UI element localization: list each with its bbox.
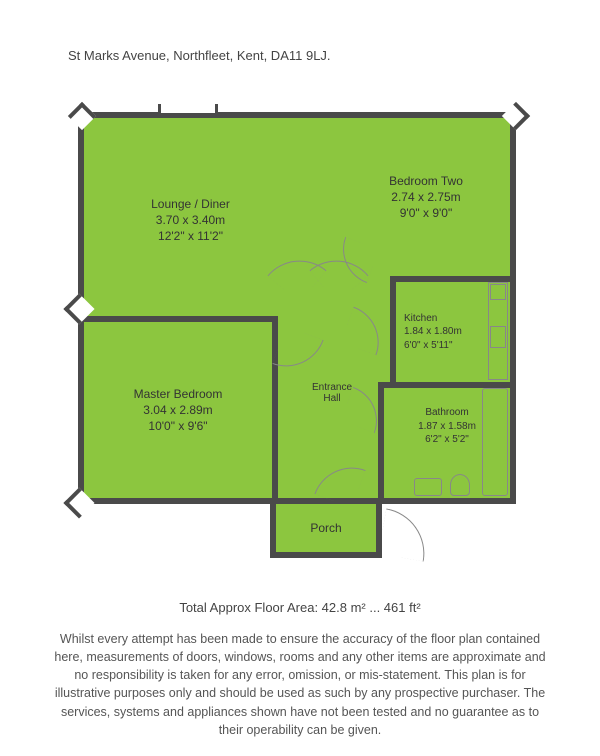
door-arc-icon: [378, 508, 431, 561]
hall-connector: [297, 112, 342, 242]
room-name: Porch: [310, 520, 341, 536]
room-label: Master Bedroom 3.04 x 2.89m 10'0" x 9'6": [134, 386, 223, 435]
kitchen-sink-icon: [490, 326, 506, 348]
room-lounge: Lounge / Diner 3.70 x 3.40m 12'2" x 11'2…: [78, 112, 303, 322]
room-dim-ft: 6'0" x 5'11": [404, 339, 462, 353]
total-floor-area: Total Approx Floor Area: 42.8 m² ... 461…: [0, 600, 600, 615]
room-label: Bedroom Two 2.74 x 2.75m 9'0" x 9'0": [389, 173, 463, 222]
room-label: Kitchen 1.84 x 1.80m 6'0" x 5'11": [404, 312, 462, 353]
room-dim-m: 3.70 x 3.40m: [151, 212, 230, 228]
toilet-icon: [450, 474, 470, 496]
room-dim-ft: 10'0" x 9'6": [134, 418, 223, 434]
room-name: Master Bedroom: [134, 386, 223, 402]
wall-segment: [272, 498, 278, 504]
property-address: St Marks Avenue, Northfleet, Kent, DA11 …: [68, 48, 331, 63]
sink-icon: [414, 478, 442, 496]
wall-segment: [297, 112, 342, 118]
floorplan-diagram: Lounge / Diner 3.70 x 3.40m 12'2" x 11'2…: [58, 92, 538, 582]
room-label: Porch: [310, 520, 341, 536]
room-name: Lounge / Diner: [151, 196, 230, 212]
room-dim-m: 1.87 x 1.58m: [418, 420, 476, 434]
room-dim-m: 2.74 x 2.75m: [389, 189, 463, 205]
room-label: Lounge / Diner 3.70 x 3.40m 12'2" x 11'2…: [151, 196, 230, 245]
room-name: Kitchen: [404, 312, 462, 326]
room-name: Bedroom Two: [389, 173, 463, 189]
bathtub-icon: [482, 388, 508, 496]
window-icon: [158, 104, 218, 116]
disclaimer-text: Whilst every attempt has been made to en…: [50, 630, 550, 739]
hob-icon: [490, 284, 506, 300]
room-dim-m: 1.84 x 1.80m: [404, 325, 462, 339]
room-dim-ft: 9'0" x 9'0": [389, 205, 463, 221]
room-porch: Porch: [270, 498, 382, 558]
room-dim-ft: 6'2" x 5'2": [418, 433, 476, 447]
room-master-bedroom: Master Bedroom 3.04 x 2.89m 10'0" x 9'6": [78, 316, 278, 504]
room-dim-m: 3.04 x 2.89m: [134, 402, 223, 418]
room-dim-ft: 12'2" x 11'2": [151, 228, 230, 244]
room-name: Bathroom: [418, 406, 476, 420]
room-label: Bathroom 1.87 x 1.58m 6'2" x 5'2": [418, 406, 476, 447]
